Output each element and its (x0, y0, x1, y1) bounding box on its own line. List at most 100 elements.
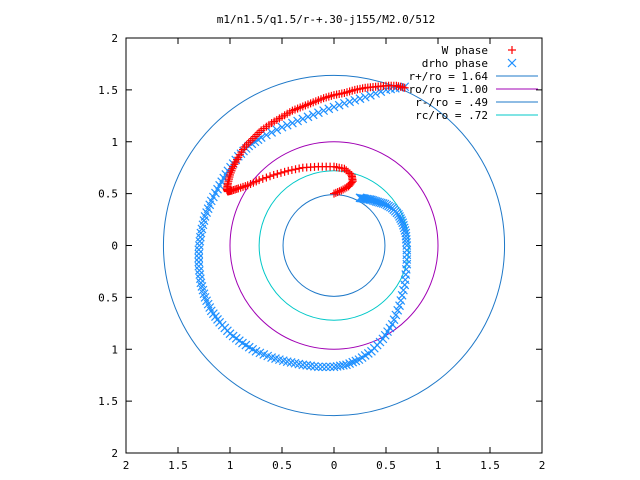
data-point-interp (345, 97, 355, 107)
legend-swatch-marker (508, 46, 516, 54)
data-point-interp (333, 188, 342, 197)
data-point-interp (338, 360, 348, 370)
legend-label: rc/ro = .72 (415, 109, 488, 122)
data-point (319, 106, 329, 116)
data-point (255, 176, 264, 185)
data-point-interp (365, 90, 375, 100)
data-point-interp (287, 166, 296, 175)
y-tick-label: 2 (111, 32, 118, 45)
data-point (337, 186, 346, 195)
data-point-interp (393, 305, 403, 315)
data-point (298, 360, 308, 370)
data-point-interp (396, 296, 406, 305)
data-point-interp (303, 112, 313, 122)
data-point-interp (293, 116, 303, 126)
y-tick-label: 0.5 (98, 188, 118, 201)
axis-ticks: 2 1.5 1 0.5 0 0.5 1 1.5 221.510.500.511.52 (98, 32, 545, 472)
data-point (342, 360, 351, 370)
data-point-interp (255, 128, 264, 137)
data-point (398, 218, 408, 228)
data-point-interp (371, 196, 381, 206)
x-tick-label: 0.5 (376, 459, 396, 472)
data-point-interp (389, 315, 399, 325)
data-point-interp (334, 100, 344, 110)
data-point-interp (375, 198, 384, 207)
y-tick-label: 2 (111, 447, 118, 460)
data-point-interp (358, 193, 368, 203)
data-point-interp (287, 118, 297, 128)
data-point-interp (356, 193, 366, 203)
x-tick-label: 0.5 (272, 459, 292, 472)
data-point-interp (350, 95, 360, 105)
data-point (330, 189, 338, 198)
data-point-interp (266, 172, 275, 181)
data-point (387, 319, 397, 329)
data-point (269, 170, 278, 179)
data-point-interp (273, 169, 282, 178)
data-point-interp (321, 362, 331, 372)
series-drho-phase (194, 82, 412, 372)
data-point-interp (194, 257, 204, 267)
data-point-interp (400, 226, 410, 235)
data-series (194, 81, 412, 372)
y-tick-label: 0.5 (98, 291, 118, 304)
data-point-interp (399, 223, 409, 233)
data-point-interp (280, 167, 289, 176)
data-point-interp (302, 360, 312, 370)
y-tick-label: 0 (111, 240, 118, 253)
data-point-interp (398, 285, 408, 295)
data-point-interp (402, 245, 412, 255)
data-point-interp (402, 250, 412, 260)
x-tick-label: 2 (539, 459, 546, 472)
data-point-interp (325, 362, 335, 372)
data-point (277, 122, 287, 132)
legend-swatch-marker (507, 58, 517, 68)
data-point (401, 228, 411, 238)
reference-circles (162, 74, 506, 417)
data-point-interp (395, 212, 404, 221)
data-point-interp (267, 127, 277, 137)
data-point-interp (324, 104, 334, 114)
legend-label: r-/ro = .49 (415, 96, 488, 109)
data-point-interp (258, 174, 267, 183)
data-point (313, 362, 323, 372)
data-point-interp (194, 249, 204, 259)
x-tick-label: 1 (435, 459, 442, 472)
data-point-interp (345, 359, 355, 368)
data-point-interp (282, 120, 292, 130)
x-tick-label: 1.5 (480, 459, 500, 472)
data-point-interp (391, 310, 401, 320)
data-point-interp (397, 290, 407, 300)
x-tick-label: 1.5 (168, 459, 188, 472)
data-point-interp (272, 125, 282, 135)
data-point (339, 98, 349, 108)
data-point-interp (335, 187, 344, 196)
data-point-interp (398, 220, 408, 230)
circle-r-ro-49 (282, 194, 386, 297)
data-point-interp (355, 94, 365, 104)
data-point-interp (295, 164, 304, 173)
data-point-interp (308, 110, 318, 120)
data-point (355, 193, 365, 203)
data-point-interp (397, 216, 407, 226)
y-tick-label: 1.5 (98, 395, 118, 408)
data-point-interp (276, 168, 285, 177)
data-point-interp (306, 361, 316, 371)
x-tick-label: 0 (331, 459, 338, 472)
data-point (284, 166, 293, 175)
data-point-interp (313, 108, 323, 118)
data-point (373, 197, 383, 207)
data-point (298, 114, 308, 124)
data-point (402, 259, 412, 269)
circle-r-ro-1-64 (162, 74, 506, 417)
x-tick-label: 2 (123, 459, 130, 472)
legend-label: ro/ro = 1.00 (409, 83, 488, 96)
y-tick-label: 1 (111, 343, 118, 356)
y-tick-label: 1.5 (98, 84, 118, 97)
data-point-interp (329, 102, 339, 112)
data-point-interp (348, 357, 358, 367)
data-point-interp (291, 165, 300, 174)
data-point (360, 92, 370, 102)
data-point-interp (351, 356, 361, 366)
